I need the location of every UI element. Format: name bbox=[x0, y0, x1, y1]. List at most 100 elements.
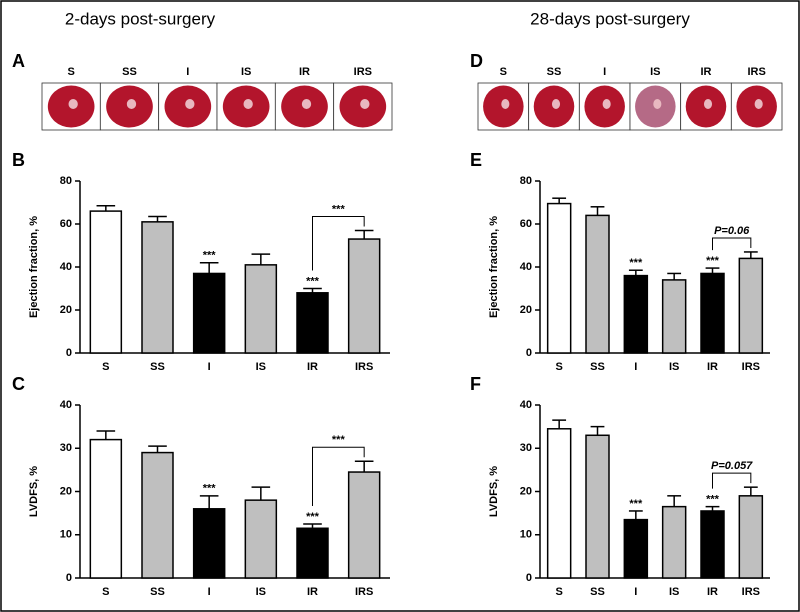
y-tick-label: 0 bbox=[66, 572, 72, 584]
x-tick-label: S bbox=[102, 586, 109, 598]
image-label: I bbox=[603, 66, 606, 78]
panel-letter: C bbox=[12, 374, 25, 394]
x-tick-label: IR bbox=[307, 586, 318, 598]
panel-letter: A bbox=[12, 51, 25, 71]
y-tick-label: 60 bbox=[520, 218, 532, 230]
bar bbox=[661, 279, 687, 354]
bracket-label: P=0.057 bbox=[711, 460, 753, 472]
x-tick-label: IS bbox=[256, 361, 266, 373]
y-tick-label: 20 bbox=[520, 304, 532, 316]
bar bbox=[738, 257, 764, 354]
bracket-label: *** bbox=[332, 203, 346, 215]
x-tick-label: SS bbox=[590, 586, 605, 598]
bar bbox=[623, 274, 649, 354]
x-tick-label: IRS bbox=[742, 361, 760, 373]
y-axis-title: LVDFS, % bbox=[488, 466, 500, 517]
y-tick-label: 30 bbox=[520, 442, 532, 454]
y-axis-title: LVDFS, % bbox=[28, 466, 40, 517]
heart-lumen bbox=[754, 99, 763, 109]
heart-lumen bbox=[653, 99, 662, 109]
x-tick-label: IRS bbox=[742, 586, 760, 598]
bar bbox=[296, 292, 329, 354]
y-tick-label: 30 bbox=[60, 442, 72, 454]
y-tick-label: 40 bbox=[520, 399, 532, 411]
image-label: S bbox=[67, 66, 74, 78]
bar bbox=[546, 202, 572, 354]
x-tick-label: IR bbox=[707, 586, 718, 598]
y-axis-title: Ejection fraction, % bbox=[28, 216, 40, 318]
bar bbox=[192, 508, 226, 579]
y-tick-label: 0 bbox=[66, 347, 72, 359]
x-tick-label: SS bbox=[150, 586, 165, 598]
bracket-label: *** bbox=[332, 434, 346, 446]
x-tick-label: SS bbox=[150, 361, 165, 373]
image-label: IRS bbox=[354, 66, 372, 78]
column-header: 2-days post-surgery bbox=[65, 9, 216, 28]
bar bbox=[585, 434, 610, 579]
y-tick-label: 0 bbox=[526, 347, 532, 359]
y-tick-label: 20 bbox=[60, 304, 72, 316]
panel-letter: D bbox=[470, 51, 483, 71]
bar bbox=[244, 264, 278, 354]
x-tick-label: S bbox=[555, 361, 562, 373]
y-tick-label: 20 bbox=[520, 485, 532, 497]
bar bbox=[546, 428, 572, 579]
bar bbox=[141, 221, 174, 354]
bracket bbox=[312, 215, 365, 271]
x-tick-label: IS bbox=[669, 361, 679, 373]
x-tick-label: IR bbox=[707, 361, 718, 373]
panel-letter: E bbox=[470, 150, 482, 170]
x-tick-label: S bbox=[102, 361, 109, 373]
y-tick-label: 40 bbox=[60, 261, 72, 273]
x-tick-label: IRS bbox=[355, 586, 373, 598]
y-tick-label: 10 bbox=[60, 529, 72, 541]
significance-label: *** bbox=[203, 250, 217, 262]
y-tick-label: 80 bbox=[60, 175, 72, 187]
y-axis-title: Ejection fraction, % bbox=[488, 216, 500, 318]
heart-lumen bbox=[68, 99, 78, 109]
significance-label: *** bbox=[706, 255, 720, 267]
bar bbox=[347, 238, 381, 354]
image-label: IS bbox=[650, 66, 660, 78]
bar bbox=[296, 527, 329, 579]
y-tick-label: 40 bbox=[520, 261, 532, 273]
significance-label: *** bbox=[203, 483, 217, 495]
bar bbox=[623, 518, 649, 579]
bracket bbox=[312, 446, 365, 506]
significance-label: *** bbox=[306, 275, 320, 287]
x-tick-label: I bbox=[208, 586, 211, 598]
heart-lumen bbox=[360, 99, 370, 109]
image-label: IRS bbox=[747, 66, 765, 78]
bar bbox=[141, 451, 174, 579]
panel-letter: B bbox=[12, 150, 25, 170]
bar bbox=[585, 214, 610, 354]
heart-lumen bbox=[126, 99, 137, 109]
x-tick-label: S bbox=[555, 586, 562, 598]
x-tick-label: I bbox=[634, 361, 637, 373]
bracket-label: P=0.06 bbox=[714, 225, 750, 237]
bar bbox=[347, 471, 381, 579]
image-label: I bbox=[186, 66, 189, 78]
heart-lumen bbox=[243, 99, 253, 109]
x-tick-label: I bbox=[634, 586, 637, 598]
image-label: SS bbox=[122, 66, 137, 78]
significance-label: *** bbox=[629, 498, 643, 510]
x-tick-label: IS bbox=[256, 586, 266, 598]
panel-letter: F bbox=[470, 374, 481, 394]
heart-lumen bbox=[703, 99, 713, 109]
x-tick-label: IRS bbox=[355, 361, 373, 373]
heart-lumen bbox=[185, 99, 195, 109]
significance-label: *** bbox=[306, 511, 320, 523]
bracket bbox=[712, 237, 752, 251]
bar bbox=[192, 272, 226, 354]
bar bbox=[89, 210, 123, 354]
y-tick-label: 60 bbox=[60, 218, 72, 230]
y-tick-label: 40 bbox=[60, 399, 72, 411]
significance-label: *** bbox=[706, 494, 720, 506]
x-tick-label: IR bbox=[307, 361, 318, 373]
bracket bbox=[712, 472, 752, 489]
x-tick-label: I bbox=[208, 361, 211, 373]
y-tick-label: 0 bbox=[526, 572, 532, 584]
image-label: IR bbox=[701, 66, 712, 78]
heart-lumen bbox=[301, 99, 312, 109]
